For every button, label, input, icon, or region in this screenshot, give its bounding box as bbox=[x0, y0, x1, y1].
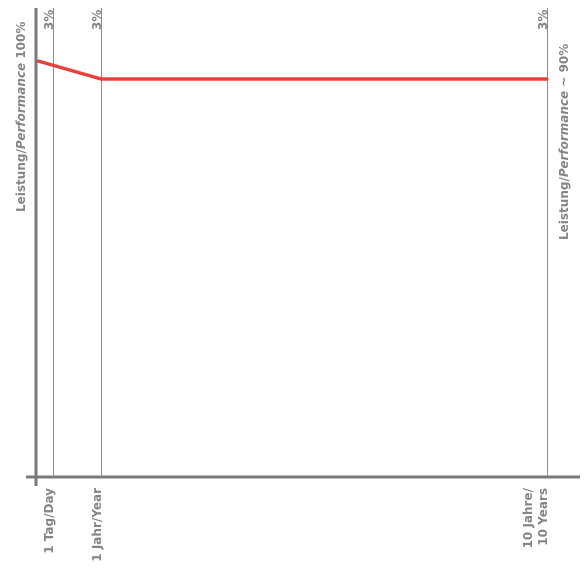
x-tick-label-10-years-line1: 10 Jahre/ bbox=[521, 487, 535, 548]
y-axis-label-right: Leistung/Performance ~ 90% bbox=[557, 44, 571, 240]
y-axis-label-left: Leistung/Performance 100% bbox=[14, 22, 28, 212]
series-line-performance bbox=[37, 59, 547, 81]
x-tick-label-10-years-line2: 10 Years bbox=[536, 488, 550, 546]
series-point-2 bbox=[99, 77, 103, 81]
top-label-1-year: 3% bbox=[90, 10, 104, 30]
top-label-10-years: 3% bbox=[536, 10, 550, 30]
series-point-3 bbox=[545, 77, 549, 81]
series-point-1 bbox=[36, 59, 40, 63]
x-tick-label-1-year: 1 Jahr/Year bbox=[90, 488, 104, 562]
milestone-lines bbox=[53, 8, 548, 477]
top-label-1-day: 3% bbox=[42, 10, 56, 30]
x-tick-label-1-day: 1 Tag/Day bbox=[42, 488, 56, 554]
